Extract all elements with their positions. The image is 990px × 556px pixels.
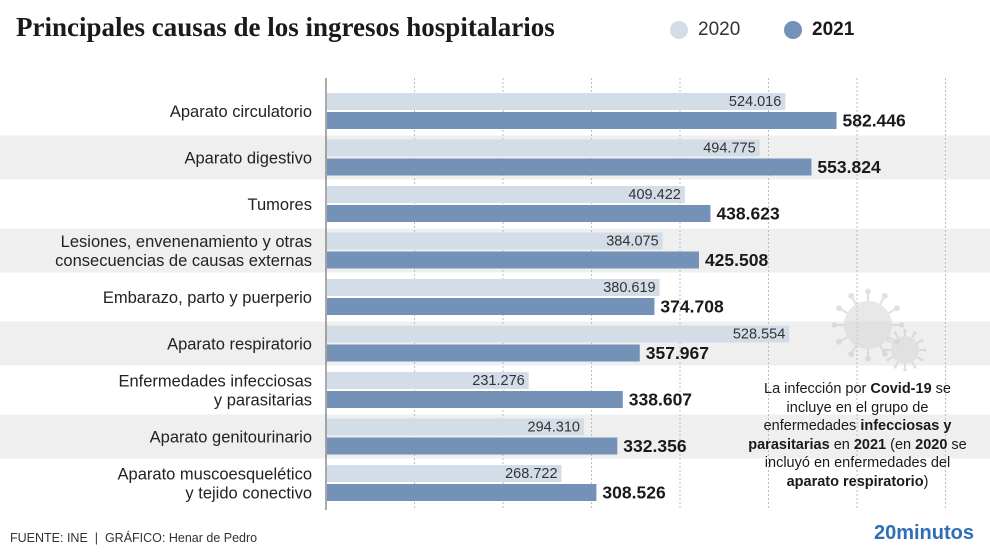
covid-virus-icon: [831, 288, 905, 362]
footer: FUENTE: INE | GRÁFICO: Henar de Pedro: [10, 531, 257, 545]
bar-2020: [327, 465, 562, 482]
bar-2021: [327, 391, 623, 408]
category-label: Enfermedades infecciosas: [118, 373, 312, 391]
brand-logo: 20minutos: [873, 522, 974, 544]
legend-label-2021: 2021: [812, 19, 855, 40]
category-label: Aparato muscoesquelético: [118, 466, 312, 484]
note-text-4: (en: [886, 436, 916, 453]
category-label: Lesiones, envenenamiento y otras: [61, 233, 312, 251]
value-label-2021: 425.508: [705, 250, 769, 270]
category-label: y tejido conectivo: [185, 485, 312, 503]
legend-item-2020: 2020: [670, 18, 740, 42]
value-label-2020: 384.075: [606, 234, 658, 250]
category-label: consecuencias de causas externas: [55, 252, 312, 270]
bar-2020: [327, 232, 663, 250]
note-year-2020: 2020: [915, 436, 948, 453]
note-year-2021: 2021: [853, 436, 887, 453]
footer-credit: GRÁFICO: Henar de Pedro: [104, 531, 258, 545]
note-text-3: en: [829, 436, 854, 453]
value-label-2021: 438.623: [716, 204, 780, 224]
note-respiratorio: aparato respiratorio: [786, 473, 924, 490]
value-label-2021: 338.607: [629, 390, 692, 410]
legend-item-2021: 2021: [784, 18, 854, 42]
bar-2021: [327, 251, 699, 269]
covid-virus-small-icon: [883, 328, 927, 372]
bar-2020: [327, 418, 584, 436]
value-label-2021: 332.356: [623, 436, 687, 456]
bar-2020: [327, 93, 786, 110]
category-label: Aparato genitourinario: [150, 429, 312, 447]
value-label-2020: 409.422: [628, 187, 680, 203]
category-label: Aparato respiratorio: [167, 336, 312, 354]
value-label-2020: 268.722: [505, 466, 557, 482]
bar-2021: [327, 112, 837, 129]
footer-separator: |: [94, 531, 98, 545]
chart-title: Principales causas de los ingresos hospi…: [16, 12, 555, 42]
legend-label-2020: 2020: [698, 19, 741, 40]
value-label-2020: 524.016: [729, 94, 781, 110]
value-label-2021: 308.526: [602, 483, 666, 503]
value-label-2020: 294.310: [528, 420, 580, 436]
note-infecciosas: infecciosas y parasitarias: [748, 418, 952, 453]
note-text-1: La infección por: [764, 381, 871, 397]
bar-2020: [327, 325, 790, 343]
value-label-2021: 357.967: [646, 343, 709, 363]
legend-swatch-2021: [784, 21, 802, 39]
note-text-2: se incluye en el grupo de enfermedades: [763, 381, 951, 434]
category-label: y parasitarias: [214, 392, 312, 410]
bar-2021: [327, 158, 812, 176]
value-label-2020: 494.775: [703, 141, 755, 157]
value-label-2021: 374.708: [660, 297, 724, 317]
bar-2021: [327, 484, 597, 501]
value-label-2020: 528.554: [733, 327, 785, 343]
legend-swatch-2020: [670, 21, 688, 39]
bar-2021: [327, 344, 640, 362]
note-covid: Covid-19: [870, 381, 932, 397]
category-label: Aparato digestivo: [185, 150, 313, 168]
value-label-2020: 231.276: [472, 373, 524, 389]
bar-2021: [327, 298, 655, 315]
note-text-6: ): [923, 473, 929, 490]
bar-2020: [327, 139, 760, 157]
bar-2020: [327, 279, 660, 296]
category-label: Embarazo, parto y puerperio: [103, 289, 312, 307]
note-text-5: se incluyó en enfermedades del: [764, 436, 967, 472]
bar-2021: [327, 205, 711, 222]
covid-note: La infección por Covid-19 se incluye en …: [740, 380, 975, 491]
bar-2021: [327, 437, 618, 455]
footer-source: FUENTE: INE: [10, 531, 88, 545]
category-label: Tumores: [248, 196, 313, 214]
category-label: Aparato circulatorio: [170, 103, 312, 121]
value-label-2021: 582.446: [843, 111, 907, 131]
value-label-2020: 380.619: [603, 280, 655, 296]
bar-2020: [327, 372, 529, 389]
value-label-2021: 553.824: [817, 157, 881, 177]
bar-2020: [327, 186, 685, 203]
